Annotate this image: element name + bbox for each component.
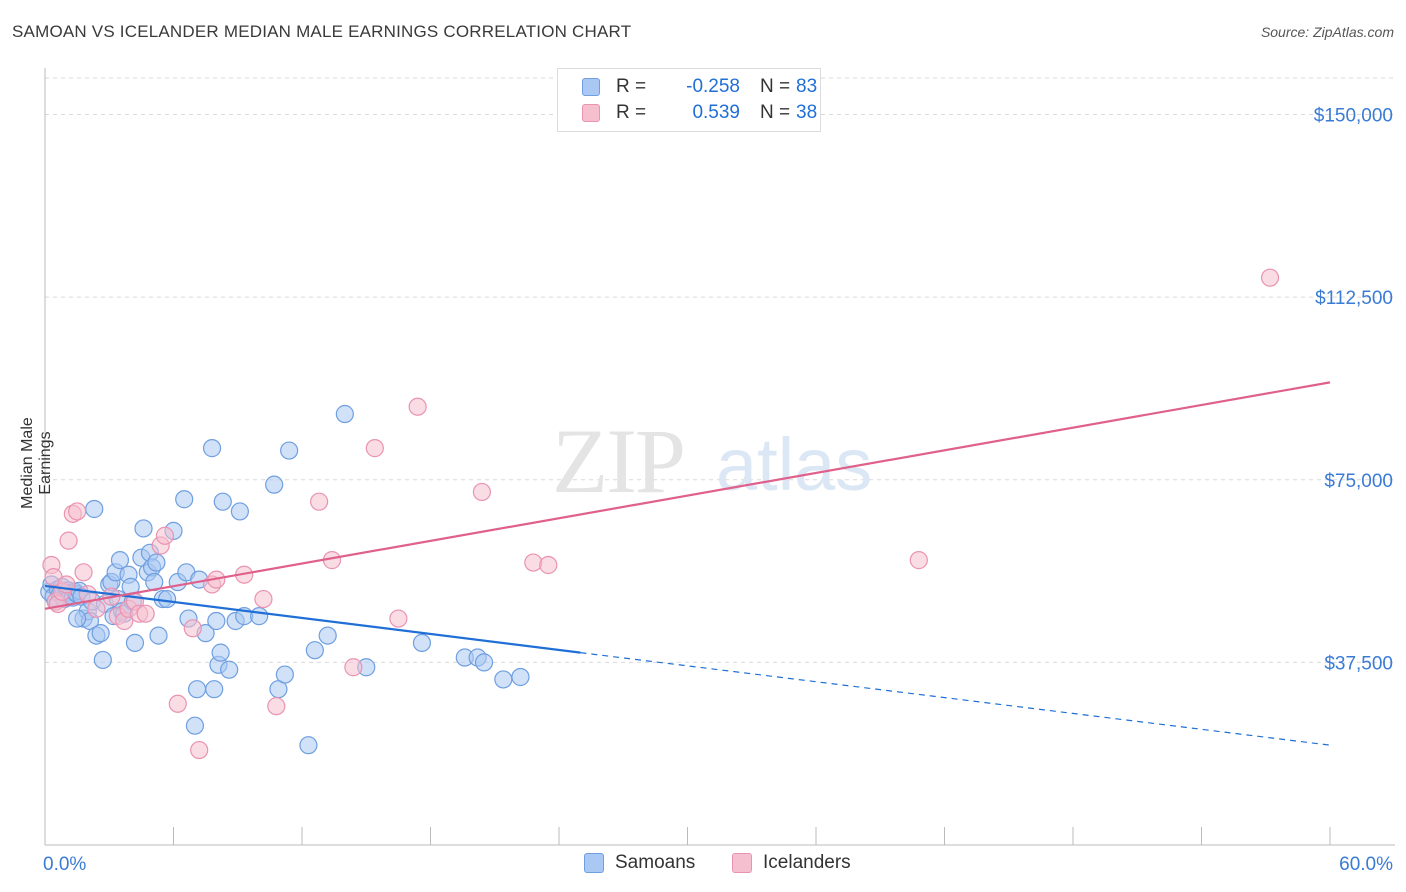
source-label: Source: ZipAtlas.com bbox=[1260, 24, 1394, 40]
legend-r-value: -0.258 bbox=[686, 76, 740, 97]
series-label-icelanders: Icelanders bbox=[763, 852, 851, 873]
samoan-point bbox=[511, 667, 530, 687]
y-tick-label: $150,000 bbox=[1314, 106, 1393, 127]
samoan-point bbox=[207, 611, 226, 631]
samoan-point bbox=[474, 653, 494, 672]
watermark-atlas: atlas bbox=[716, 423, 872, 506]
samoan-point bbox=[185, 716, 205, 735]
icelander-point bbox=[190, 740, 209, 760]
legend-swatch-icelanders bbox=[582, 104, 600, 122]
axes bbox=[44, 68, 1395, 846]
legend-n-value: 38 bbox=[796, 102, 818, 123]
icelander-point bbox=[472, 482, 491, 502]
samoan-point bbox=[68, 609, 87, 628]
icelander-point bbox=[909, 551, 928, 570]
icelander-point bbox=[524, 553, 543, 572]
series-swatch-icelanders bbox=[732, 853, 752, 873]
trendlines bbox=[44, 381, 1331, 746]
samoan-trendline-extension bbox=[580, 652, 1331, 746]
samoan-point bbox=[157, 589, 177, 609]
samoan-point bbox=[187, 680, 207, 699]
x-tick-label: 60.0% bbox=[1339, 854, 1393, 875]
samoan-point bbox=[213, 492, 232, 511]
chart-title: SAMOAN VS ICELANDER MEDIAN MALE EARNINGS… bbox=[12, 22, 632, 41]
samoan-point bbox=[205, 680, 224, 699]
series-swatch-samoans bbox=[584, 853, 604, 873]
samoan-point bbox=[175, 490, 194, 509]
samoan-point bbox=[125, 633, 145, 653]
legend-swatch-samoans bbox=[582, 78, 600, 96]
legend-r-label: R = bbox=[616, 76, 647, 97]
icelander-point bbox=[408, 397, 427, 416]
samoan-point bbox=[149, 626, 168, 645]
samoan-point bbox=[299, 736, 318, 755]
samoan-point bbox=[230, 502, 249, 521]
points bbox=[40, 268, 1280, 760]
samoan-point bbox=[93, 650, 112, 670]
watermark-zip: ZIP bbox=[552, 410, 684, 512]
samoan-point bbox=[134, 519, 153, 538]
series-label-samoans: Samoans bbox=[615, 852, 696, 873]
samoan-point bbox=[110, 551, 130, 570]
tick-labels: $37,500 $75,000 $112,500 $150,000 0.0% 60.0% bbox=[43, 106, 1393, 875]
icelander-point bbox=[310, 492, 329, 511]
icelander-point bbox=[1260, 268, 1280, 287]
samoan-point bbox=[275, 665, 294, 684]
y-tick-label: $112,500 bbox=[1315, 288, 1393, 309]
y-tick-label: $75,000 bbox=[1324, 471, 1393, 492]
icelander-point bbox=[168, 694, 187, 713]
icelander-point bbox=[74, 563, 93, 582]
icelander-point bbox=[539, 555, 558, 575]
legend-n-value: 83 bbox=[796, 76, 818, 97]
samoan-point bbox=[202, 439, 222, 458]
legend-r-value: 0.539 bbox=[692, 102, 740, 123]
y-axis-title: Median Male Earnings bbox=[19, 417, 54, 509]
icelander-trendline bbox=[44, 381, 1331, 610]
samoan-point bbox=[220, 660, 239, 679]
icelander-point bbox=[87, 599, 106, 618]
x-tick-label: 0.0% bbox=[43, 854, 86, 875]
icelander-point bbox=[254, 589, 273, 609]
icelander-point bbox=[59, 531, 78, 550]
samoan-point bbox=[305, 641, 324, 660]
samoan-point bbox=[412, 633, 432, 653]
icelander-point bbox=[344, 658, 363, 677]
icelander-point bbox=[365, 439, 384, 458]
legend: R = -0.258 N = 83 R = 0.539 N = 38 bbox=[557, 68, 821, 132]
icelander-point bbox=[68, 502, 87, 521]
legend-r-label: R = bbox=[616, 102, 647, 123]
watermark: ZIP atlas bbox=[552, 410, 872, 512]
y-tick-label: $37,500 bbox=[1324, 653, 1393, 674]
samoan-point bbox=[85, 499, 104, 519]
icelander-point bbox=[136, 604, 155, 623]
samoan-point bbox=[211, 643, 230, 662]
samoan-trendline bbox=[44, 584, 581, 654]
icelander-point bbox=[183, 619, 202, 638]
legend-n-label: N = bbox=[760, 76, 791, 97]
icelander-point bbox=[267, 697, 286, 716]
icelander-point bbox=[155, 526, 175, 545]
legend-n-label: N = bbox=[760, 102, 791, 123]
samoan-point bbox=[147, 553, 166, 572]
samoan-point bbox=[265, 475, 284, 494]
samoan-point bbox=[250, 607, 269, 626]
series-legend: Samoans Icelanders bbox=[0, 852, 1406, 878]
samoan-point bbox=[494, 670, 513, 689]
samoan-point bbox=[91, 624, 110, 643]
samoan-point bbox=[318, 626, 337, 645]
samoan-point bbox=[280, 441, 299, 460]
icelander-point bbox=[389, 609, 408, 628]
samoan-point bbox=[335, 404, 354, 424]
